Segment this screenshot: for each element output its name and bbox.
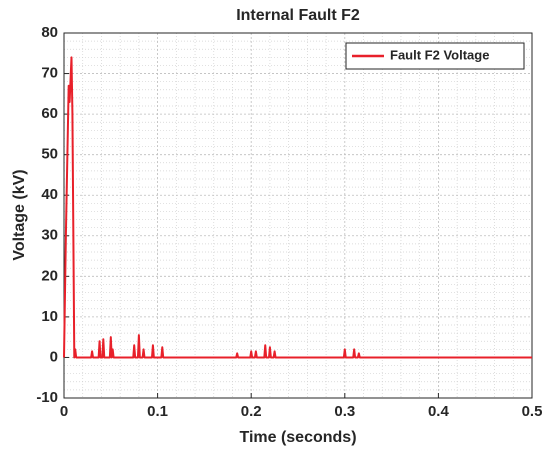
y-tick-label: 30	[41, 227, 58, 244]
x-tick-label: 0.4	[428, 403, 450, 420]
legend-label: Fault F2 Voltage	[390, 47, 489, 62]
y-tick-label: 10	[41, 308, 58, 325]
x-tick-label: 0.2	[241, 403, 262, 420]
x-tick-label: 0.3	[334, 403, 355, 420]
y-tick-label: -10	[36, 389, 58, 406]
y-tick-label: 70	[41, 65, 58, 82]
x-tick-label: 0.1	[147, 403, 168, 420]
y-tick-label: 60	[41, 105, 58, 122]
x-axis-label: Time (seconds)	[239, 429, 356, 446]
x-tick-label: 0	[60, 403, 68, 420]
data-line	[63, 56, 532, 359]
y-tick-label: 0	[50, 348, 58, 365]
y-tick-label: 20	[41, 267, 58, 284]
chart-title: Internal Fault F2	[236, 7, 360, 24]
y-axis-label: Voltage (kV)	[11, 169, 28, 260]
x-tick-label: 0.5	[522, 403, 543, 420]
y-tick-label: 40	[41, 186, 58, 203]
plot-frame	[63, 32, 533, 399]
y-tick-label: 50	[41, 146, 58, 163]
y-tick-label: 80	[41, 24, 58, 41]
